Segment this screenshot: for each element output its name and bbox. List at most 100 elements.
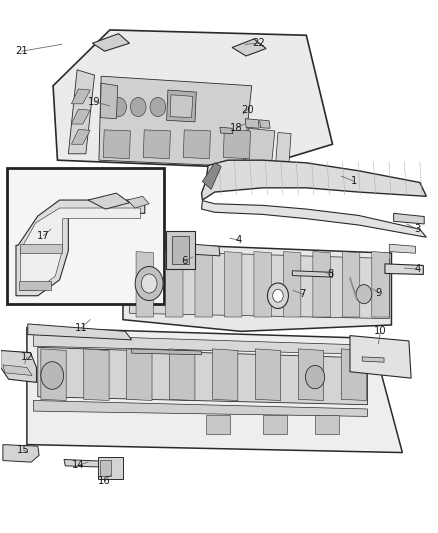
Polygon shape	[71, 130, 90, 144]
Polygon shape	[245, 128, 275, 165]
Polygon shape	[232, 39, 266, 56]
Text: 1: 1	[351, 176, 357, 187]
Bar	[172, 236, 189, 264]
Polygon shape	[255, 349, 281, 400]
Text: 17: 17	[37, 231, 50, 241]
Polygon shape	[350, 336, 411, 378]
Text: 4: 4	[414, 264, 421, 274]
Polygon shape	[64, 459, 113, 467]
Bar	[315, 415, 339, 434]
Polygon shape	[28, 324, 132, 340]
Polygon shape	[99, 76, 252, 166]
Polygon shape	[123, 243, 392, 332]
Polygon shape	[166, 90, 196, 122]
Text: 16: 16	[98, 476, 111, 486]
Polygon shape	[201, 200, 426, 237]
Polygon shape	[92, 34, 130, 51]
Polygon shape	[224, 252, 242, 317]
Polygon shape	[27, 328, 403, 453]
Polygon shape	[313, 252, 330, 317]
Circle shape	[135, 266, 163, 301]
Polygon shape	[33, 335, 370, 354]
Polygon shape	[20, 244, 62, 253]
Polygon shape	[143, 130, 170, 159]
Circle shape	[273, 289, 283, 302]
Bar	[263, 415, 287, 434]
Circle shape	[356, 285, 372, 304]
Polygon shape	[245, 119, 259, 128]
Polygon shape	[276, 133, 291, 165]
Polygon shape	[362, 357, 384, 362]
Polygon shape	[298, 349, 324, 400]
Polygon shape	[1, 351, 36, 382]
Polygon shape	[127, 196, 149, 208]
Polygon shape	[254, 252, 272, 317]
Polygon shape	[103, 130, 131, 159]
Polygon shape	[100, 83, 118, 119]
Circle shape	[268, 283, 288, 309]
Text: 15: 15	[17, 445, 30, 455]
Text: 20: 20	[241, 104, 254, 115]
Text: 22: 22	[252, 38, 265, 48]
Polygon shape	[220, 127, 233, 134]
Text: 14: 14	[72, 461, 85, 470]
Polygon shape	[341, 349, 367, 400]
Text: 7: 7	[300, 289, 306, 299]
Polygon shape	[88, 193, 130, 209]
Polygon shape	[127, 349, 152, 400]
Polygon shape	[394, 213, 424, 224]
Polygon shape	[343, 252, 360, 317]
Polygon shape	[20, 208, 141, 290]
Text: 12: 12	[21, 352, 33, 362]
Polygon shape	[130, 251, 389, 319]
Polygon shape	[3, 445, 39, 462]
Polygon shape	[38, 348, 367, 405]
Circle shape	[111, 98, 127, 117]
Polygon shape	[372, 252, 389, 317]
Polygon shape	[201, 160, 426, 200]
Circle shape	[41, 362, 64, 389]
Polygon shape	[385, 264, 424, 274]
Polygon shape	[283, 252, 301, 317]
Polygon shape	[202, 163, 221, 189]
Text: 3: 3	[414, 224, 421, 235]
Text: 19: 19	[88, 96, 101, 107]
Polygon shape	[19, 281, 51, 290]
Bar	[100, 460, 111, 476]
Polygon shape	[53, 30, 332, 168]
Polygon shape	[132, 349, 201, 355]
Polygon shape	[84, 349, 109, 400]
Text: 11: 11	[75, 322, 88, 333]
Polygon shape	[136, 252, 153, 317]
Polygon shape	[389, 244, 416, 253]
Polygon shape	[16, 200, 145, 296]
Polygon shape	[260, 120, 270, 128]
Polygon shape	[223, 130, 251, 159]
Polygon shape	[166, 252, 183, 317]
Text: 4: 4	[236, 235, 242, 245]
Polygon shape	[292, 271, 332, 277]
Polygon shape	[71, 109, 90, 124]
Polygon shape	[195, 252, 212, 317]
Polygon shape	[170, 349, 195, 400]
Text: 8: 8	[327, 270, 333, 279]
Circle shape	[141, 274, 157, 293]
Circle shape	[131, 98, 146, 117]
Bar	[206, 415, 230, 434]
Polygon shape	[3, 365, 32, 375]
Polygon shape	[170, 95, 193, 118]
Bar	[98, 457, 123, 479]
Circle shape	[150, 98, 166, 117]
Polygon shape	[71, 89, 90, 104]
Circle shape	[305, 366, 325, 389]
Bar	[7, 168, 164, 304]
Polygon shape	[184, 130, 210, 159]
Polygon shape	[41, 349, 66, 400]
Text: 10: 10	[374, 326, 387, 336]
Polygon shape	[193, 244, 220, 256]
Text: 9: 9	[375, 288, 381, 298]
Polygon shape	[33, 400, 367, 416]
Polygon shape	[212, 349, 238, 400]
Text: 6: 6	[181, 256, 187, 266]
Text: 21: 21	[15, 46, 28, 56]
